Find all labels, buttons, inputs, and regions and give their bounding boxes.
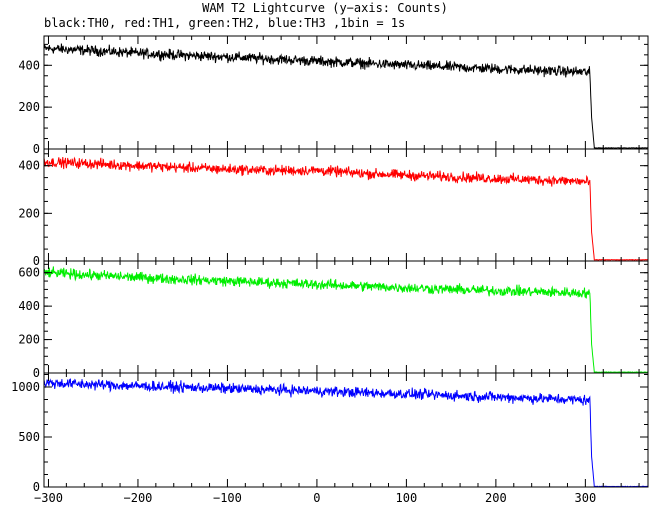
x-tick-label: 100 [396, 491, 418, 505]
chart-subtitle: black:TH0, red:TH1, green:TH2, blue:TH3 … [44, 16, 406, 30]
series-line-th3 [43, 378, 648, 488]
x-tick-label: 300 [575, 491, 597, 505]
y-tick-label: 200 [18, 100, 40, 114]
panel-frame-4 [43, 372, 649, 488]
y-tick-label: 400 [18, 299, 40, 313]
x-tick-label: 200 [485, 491, 507, 505]
y-tick-label: 500 [18, 430, 40, 444]
y-tick-label: 200 [18, 206, 40, 220]
x-tick-label: −200 [124, 491, 153, 505]
y-tick-label: 400 [18, 159, 40, 173]
y-tick-label: 0 [33, 480, 40, 494]
y-tick-label: 0 [33, 254, 40, 268]
x-tick-label: −300 [34, 491, 63, 505]
chart-title: WAM T2 Lightcurve (y−axis: Counts) [202, 1, 448, 15]
x-tick-label: 0 [313, 491, 320, 505]
y-tick-label: 200 [18, 333, 40, 347]
y-tick-label: 600 [18, 266, 40, 280]
series-line-th0 [43, 43, 649, 149]
y-tick-label: 1000 [11, 380, 40, 394]
series-line-th1 [43, 156, 648, 261]
y-tick-label: 0 [33, 366, 40, 380]
y-tick-label: 400 [18, 58, 40, 72]
x-tick-label: −100 [213, 491, 242, 505]
series-line-th2 [43, 266, 648, 374]
y-tick-label: 0 [33, 142, 40, 156]
